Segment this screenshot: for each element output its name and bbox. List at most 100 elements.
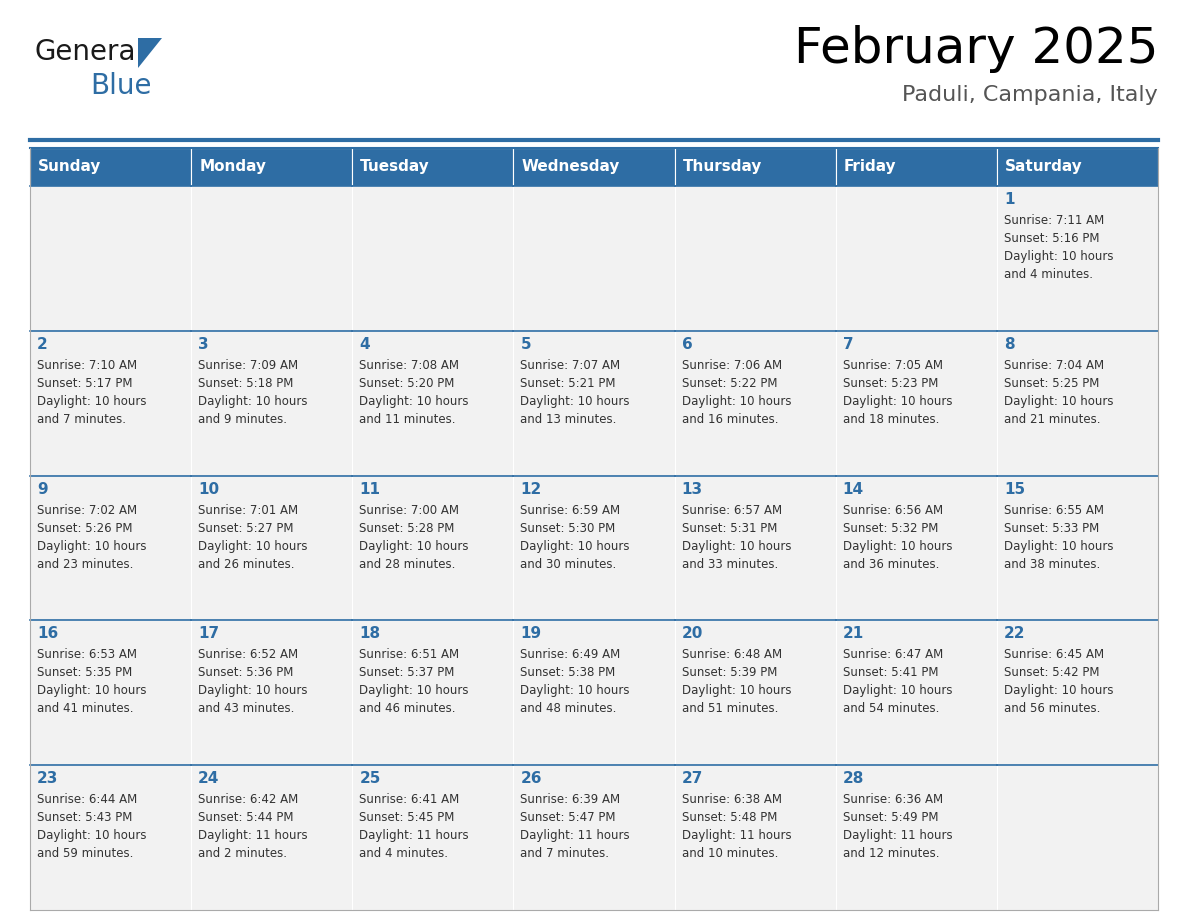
Bar	[675, 476, 835, 621]
Text: Sunrise: 7:01 AM: Sunrise: 7:01 AM	[198, 504, 298, 517]
Text: and 4 minutes.: and 4 minutes.	[1004, 268, 1093, 281]
Text: Paduli, Campania, Italy: Paduli, Campania, Italy	[902, 85, 1158, 105]
Text: Daylight: 10 hours: Daylight: 10 hours	[37, 685, 146, 698]
Text: Sunrise: 7:06 AM: Sunrise: 7:06 AM	[682, 359, 782, 372]
Text: 1: 1	[1004, 192, 1015, 207]
Bar	[675, 621, 835, 766]
Text: Daylight: 10 hours: Daylight: 10 hours	[1004, 540, 1113, 553]
Text: Sunrise: 6:49 AM: Sunrise: 6:49 AM	[520, 648, 620, 661]
Bar	[997, 148, 1158, 186]
Bar	[30, 766, 191, 910]
Bar	[997, 766, 1158, 910]
Text: 3: 3	[198, 337, 209, 352]
Text: 4: 4	[359, 337, 369, 352]
Text: Sunset: 5:25 PM: Sunset: 5:25 PM	[1004, 376, 1099, 390]
Text: and 59 minutes.: and 59 minutes.	[37, 847, 133, 860]
Bar	[30, 148, 191, 186]
Text: 18: 18	[359, 626, 380, 642]
Text: Daylight: 11 hours: Daylight: 11 hours	[520, 829, 630, 842]
Text: Sunday: Sunday	[38, 160, 101, 174]
Text: 20: 20	[682, 626, 703, 642]
Text: Sunrise: 6:42 AM: Sunrise: 6:42 AM	[198, 793, 298, 806]
Text: and 54 minutes.: and 54 minutes.	[842, 702, 939, 715]
Bar	[997, 476, 1158, 621]
Bar	[835, 148, 997, 186]
Text: 26: 26	[520, 771, 542, 786]
Bar	[835, 621, 997, 766]
Bar	[835, 476, 997, 621]
Text: February 2025: February 2025	[794, 25, 1158, 73]
Text: and 21 minutes.: and 21 minutes.	[1004, 413, 1100, 426]
Text: Sunrise: 6:48 AM: Sunrise: 6:48 AM	[682, 648, 782, 661]
Text: 25: 25	[359, 771, 380, 786]
Text: Daylight: 10 hours: Daylight: 10 hours	[198, 540, 308, 553]
Text: Sunset: 5:17 PM: Sunset: 5:17 PM	[37, 376, 133, 390]
Bar	[835, 186, 997, 330]
Bar	[675, 186, 835, 330]
Text: Daylight: 10 hours: Daylight: 10 hours	[520, 395, 630, 408]
Text: Sunset: 5:44 PM: Sunset: 5:44 PM	[198, 812, 293, 824]
Text: and 9 minutes.: and 9 minutes.	[198, 413, 287, 426]
Text: Sunrise: 6:45 AM: Sunrise: 6:45 AM	[1004, 648, 1104, 661]
Text: Thursday: Thursday	[683, 160, 762, 174]
Text: Sunrise: 6:51 AM: Sunrise: 6:51 AM	[359, 648, 460, 661]
Text: 8: 8	[1004, 337, 1015, 352]
Text: and 36 minutes.: and 36 minutes.	[842, 557, 939, 571]
Text: Daylight: 10 hours: Daylight: 10 hours	[1004, 685, 1113, 698]
Text: and 12 minutes.: and 12 minutes.	[842, 847, 940, 860]
Text: 11: 11	[359, 482, 380, 497]
Text: and 43 minutes.: and 43 minutes.	[198, 702, 295, 715]
Text: Sunset: 5:33 PM: Sunset: 5:33 PM	[1004, 521, 1099, 534]
Text: Daylight: 10 hours: Daylight: 10 hours	[359, 685, 469, 698]
Text: Wednesday: Wednesday	[522, 160, 620, 174]
Text: General: General	[34, 38, 144, 66]
Text: and 51 minutes.: and 51 minutes.	[682, 702, 778, 715]
Text: 10: 10	[198, 482, 220, 497]
Text: Daylight: 10 hours: Daylight: 10 hours	[37, 395, 146, 408]
Text: Sunset: 5:45 PM: Sunset: 5:45 PM	[359, 812, 455, 824]
Text: Sunrise: 6:59 AM: Sunrise: 6:59 AM	[520, 504, 620, 517]
Text: and 41 minutes.: and 41 minutes.	[37, 702, 133, 715]
Text: 2: 2	[37, 337, 48, 352]
Bar	[675, 330, 835, 476]
Text: 17: 17	[198, 626, 220, 642]
Text: Sunrise: 6:55 AM: Sunrise: 6:55 AM	[1004, 504, 1104, 517]
Bar	[353, 766, 513, 910]
Text: Sunset: 5:38 PM: Sunset: 5:38 PM	[520, 666, 615, 679]
Text: Sunrise: 7:04 AM: Sunrise: 7:04 AM	[1004, 359, 1104, 372]
Text: Daylight: 10 hours: Daylight: 10 hours	[198, 685, 308, 698]
Text: and 10 minutes.: and 10 minutes.	[682, 847, 778, 860]
Text: Sunset: 5:41 PM: Sunset: 5:41 PM	[842, 666, 939, 679]
Text: and 48 minutes.: and 48 minutes.	[520, 702, 617, 715]
Bar	[191, 148, 353, 186]
Bar	[353, 621, 513, 766]
Text: Daylight: 10 hours: Daylight: 10 hours	[37, 829, 146, 842]
Text: and 2 minutes.: and 2 minutes.	[198, 847, 287, 860]
Text: Sunrise: 7:02 AM: Sunrise: 7:02 AM	[37, 504, 137, 517]
Text: Daylight: 10 hours: Daylight: 10 hours	[682, 540, 791, 553]
Bar	[835, 330, 997, 476]
Text: Blue: Blue	[90, 72, 152, 100]
Text: Sunrise: 7:09 AM: Sunrise: 7:09 AM	[198, 359, 298, 372]
Text: Sunset: 5:32 PM: Sunset: 5:32 PM	[842, 521, 939, 534]
Text: Sunrise: 6:38 AM: Sunrise: 6:38 AM	[682, 793, 782, 806]
Bar	[997, 330, 1158, 476]
Text: Sunset: 5:37 PM: Sunset: 5:37 PM	[359, 666, 455, 679]
Text: Daylight: 10 hours: Daylight: 10 hours	[520, 540, 630, 553]
Bar	[997, 186, 1158, 330]
Bar	[675, 148, 835, 186]
Text: Sunrise: 6:36 AM: Sunrise: 6:36 AM	[842, 793, 943, 806]
Text: Saturday: Saturday	[1005, 160, 1082, 174]
Text: 6: 6	[682, 337, 693, 352]
Text: 14: 14	[842, 482, 864, 497]
Bar	[513, 621, 675, 766]
Text: Sunset: 5:27 PM: Sunset: 5:27 PM	[198, 521, 293, 534]
Text: 28: 28	[842, 771, 864, 786]
Text: Daylight: 10 hours: Daylight: 10 hours	[1004, 395, 1113, 408]
Text: Daylight: 11 hours: Daylight: 11 hours	[842, 829, 953, 842]
Bar	[30, 186, 191, 330]
Text: and 16 minutes.: and 16 minutes.	[682, 413, 778, 426]
Text: Daylight: 10 hours: Daylight: 10 hours	[359, 540, 469, 553]
Bar	[353, 476, 513, 621]
Text: Sunset: 5:48 PM: Sunset: 5:48 PM	[682, 812, 777, 824]
